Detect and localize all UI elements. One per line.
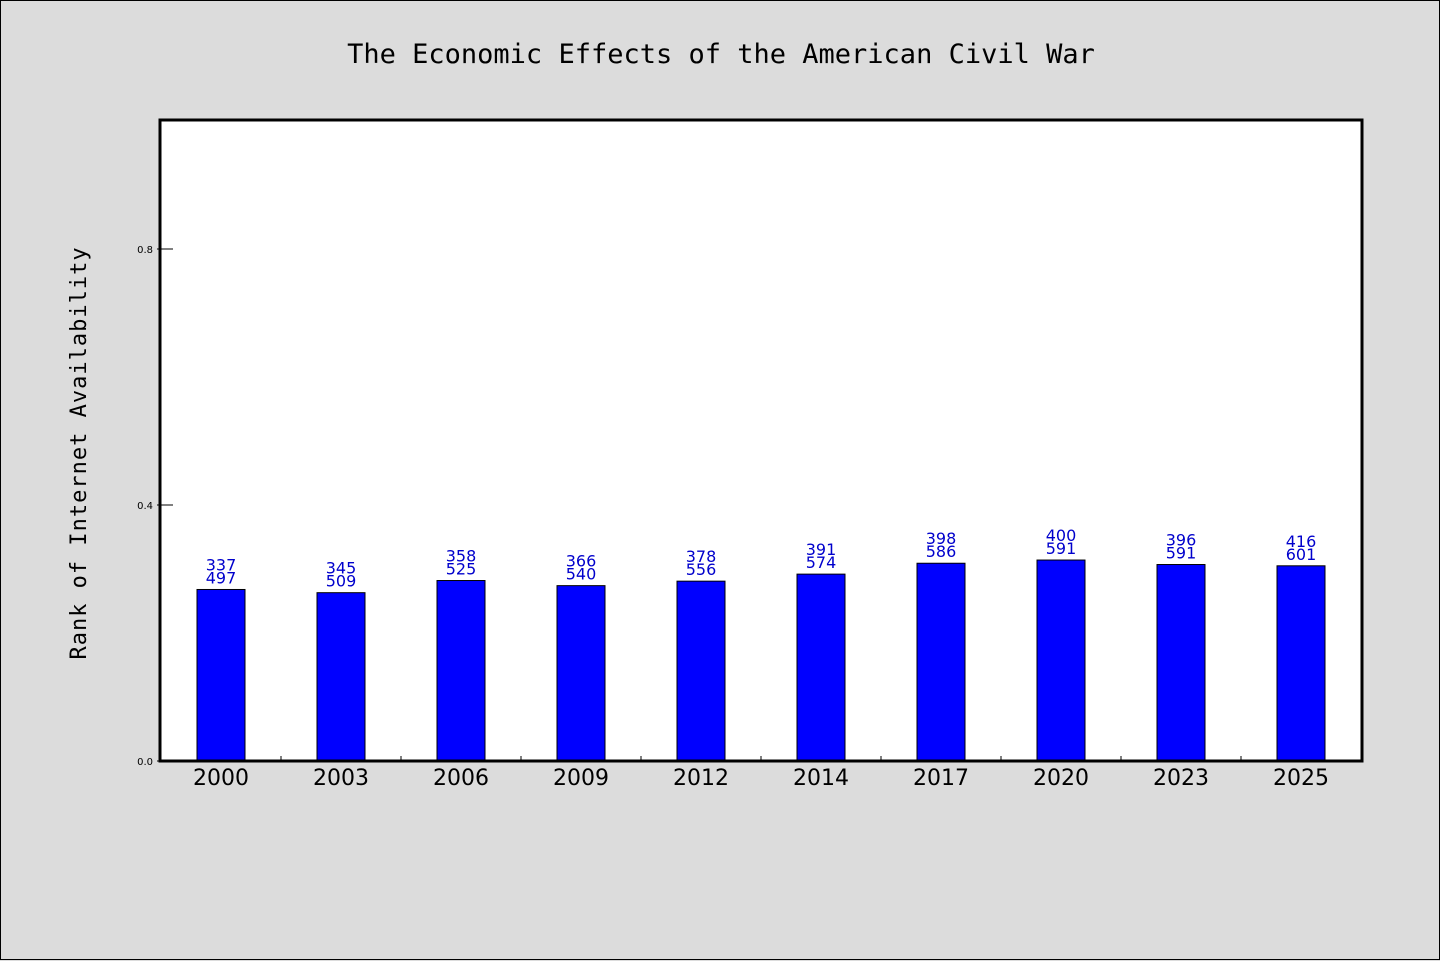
x-tick-label-2000: 2000	[193, 766, 249, 791]
bar-2012	[676, 580, 726, 762]
data-label-top-2020: 400	[1046, 526, 1077, 545]
bar-2009	[556, 585, 606, 762]
bar-2023	[1156, 564, 1206, 762]
bar-2014	[796, 573, 846, 762]
x-tick-label-2003: 2003	[313, 766, 369, 791]
x-tick-label-2012: 2012	[673, 766, 729, 791]
data-label-bottom-2020: 591	[1046, 539, 1077, 558]
y-axis-label: Rank of Internet Availability	[67, 246, 92, 659]
data-label-top-2025: 416	[1286, 532, 1317, 551]
y-tick-label: 0.0	[137, 757, 153, 768]
bar-2006	[436, 580, 486, 762]
x-tick-label-2014: 2014	[793, 766, 849, 791]
axis-ticks: 0.0 0.4 0.8 2000 2003 2006 2009 2012 2014 2017 202…	[137, 245, 1329, 791]
data-label-bottom-2017: 586	[926, 542, 957, 561]
x-tick-label-2020: 2020	[1033, 766, 1089, 791]
data-label-top-2012: 378	[686, 547, 717, 566]
bar-2025	[1276, 565, 1326, 762]
x-tick-label-2009: 2009	[553, 766, 609, 791]
chart-title: The Economic Effects of the American Civ…	[347, 39, 1095, 70]
y-tick-label: 0.8	[137, 245, 153, 256]
data-label-bottom-2006: 525	[446, 560, 477, 579]
bar-2017	[916, 562, 966, 762]
data-label-bottom-2025: 601	[1286, 545, 1317, 564]
data-label-top-2000: 337	[206, 555, 237, 574]
data-label-top-2017: 398	[926, 529, 957, 548]
plot-border	[158, 118, 1364, 763]
x-tick-label-2025: 2025	[1273, 766, 1329, 791]
data-label-top-2003: 345	[326, 559, 357, 578]
data-label-top-2023: 396	[1166, 531, 1197, 550]
data-label-top-2014: 391	[806, 540, 837, 559]
data-label-bottom-2000: 497	[206, 568, 237, 587]
y-tick-label: 0.4	[137, 501, 153, 512]
x-tick-label-2006: 2006	[433, 766, 489, 791]
x-tick-label-2023: 2023	[1153, 766, 1209, 791]
data-label-bottom-2003: 509	[326, 572, 357, 591]
bar-2000	[196, 588, 246, 762]
data-label-bottom-2014: 574	[806, 553, 837, 572]
x-tick-label-2017: 2017	[913, 766, 969, 791]
bars	[196, 559, 1326, 762]
bar-2003	[316, 592, 366, 762]
data-label-top-2006: 358	[446, 547, 477, 566]
data-label-bottom-2012: 556	[686, 560, 717, 579]
bar-2020	[1036, 559, 1086, 762]
data-label-bottom-2023: 591	[1166, 544, 1197, 563]
data-label-bottom-2009: 540	[566, 565, 597, 584]
data-label-top-2009: 366	[566, 552, 597, 571]
